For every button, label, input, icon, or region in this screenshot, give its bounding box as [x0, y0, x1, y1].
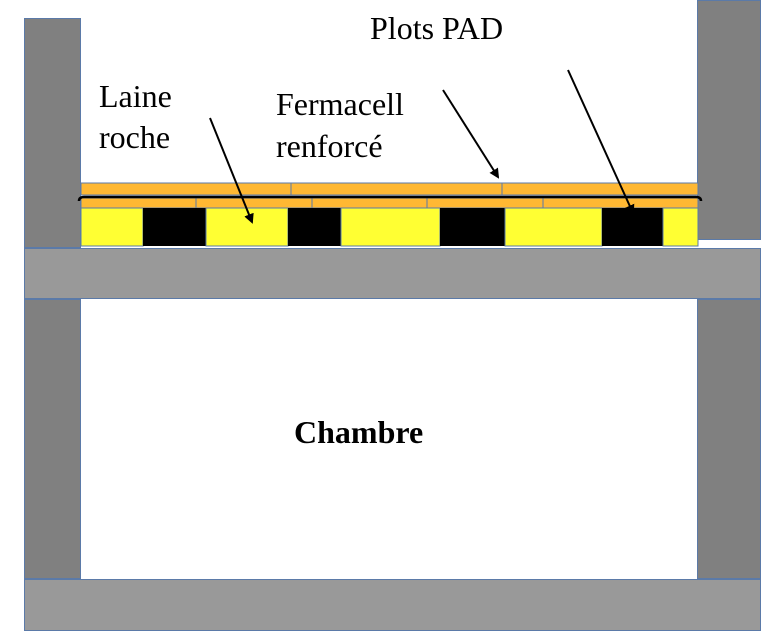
insulation-block	[340, 207, 441, 247]
pad-block	[143, 208, 206, 246]
left-wall-lower	[24, 299, 81, 579]
arrow-fermacell	[442, 89, 500, 179]
right-wall-lower	[697, 299, 761, 579]
label-fermacell-2: renforcé	[276, 128, 383, 164]
pad-block	[288, 208, 341, 246]
fermacell-top-board	[80, 182, 699, 196]
label-laine-roche-1: Laine	[99, 78, 172, 114]
middle-slab	[24, 248, 761, 299]
label-laine-roche-2: roche	[99, 119, 171, 155]
arrow-laine	[209, 117, 254, 224]
membrane-line	[77, 195, 703, 202]
label-plots-pad: Plots PAD	[370, 10, 504, 46]
fermacell-bottom-board	[80, 197, 699, 209]
arrow-plots	[567, 69, 635, 215]
insulation-block	[662, 207, 699, 247]
right-wall-upper	[697, 0, 761, 240]
insulation-block	[80, 207, 144, 247]
left-wall-upper	[24, 18, 81, 248]
label-fermacell-1: Fermacell	[276, 86, 404, 122]
pad-block	[440, 208, 505, 246]
insulation-block	[205, 207, 289, 247]
insulation-block	[504, 207, 603, 247]
pad-block	[602, 208, 663, 246]
label-room: Chambre	[294, 414, 424, 450]
bottom-slab	[24, 579, 761, 631]
